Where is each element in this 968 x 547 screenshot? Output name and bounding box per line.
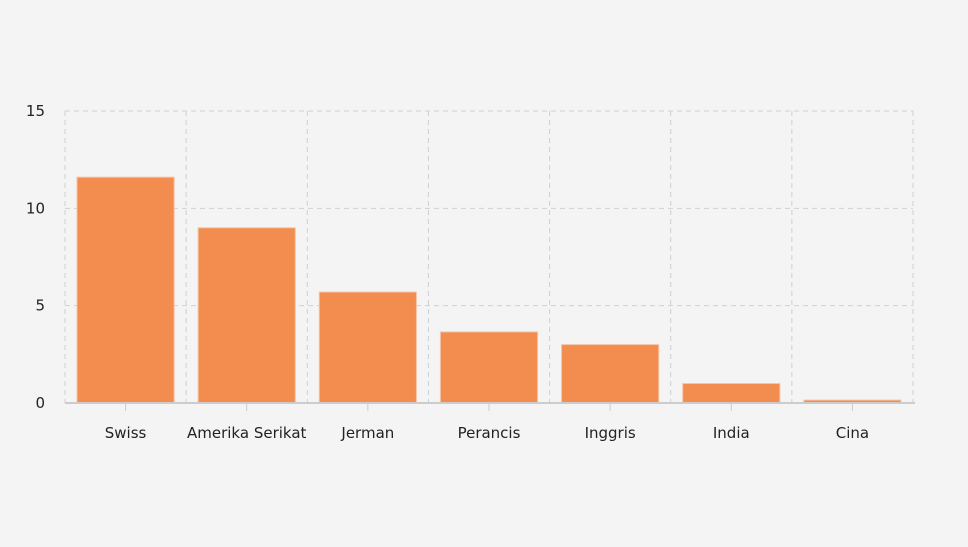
x-tick-label: Inggris — [585, 424, 636, 442]
y-tick-label: 10 — [26, 199, 45, 217]
x-tick-label: India — [713, 424, 750, 442]
bar — [561, 344, 660, 404]
bar — [439, 331, 539, 404]
x-tick-label: Amerika Serikat — [187, 424, 307, 442]
x-tick-label: Cina — [836, 424, 869, 442]
bar — [682, 383, 781, 404]
x-tick-label: Swiss — [105, 424, 147, 442]
y-tick-label: 5 — [35, 297, 45, 315]
bar — [76, 176, 175, 404]
bar — [318, 291, 417, 404]
bar — [197, 227, 296, 404]
x-tick-label: Jerman — [340, 424, 394, 442]
y-tick-label: 0 — [35, 394, 45, 412]
x-tick-label: Perancis — [458, 424, 521, 442]
y-tick-label: 15 — [26, 102, 45, 120]
